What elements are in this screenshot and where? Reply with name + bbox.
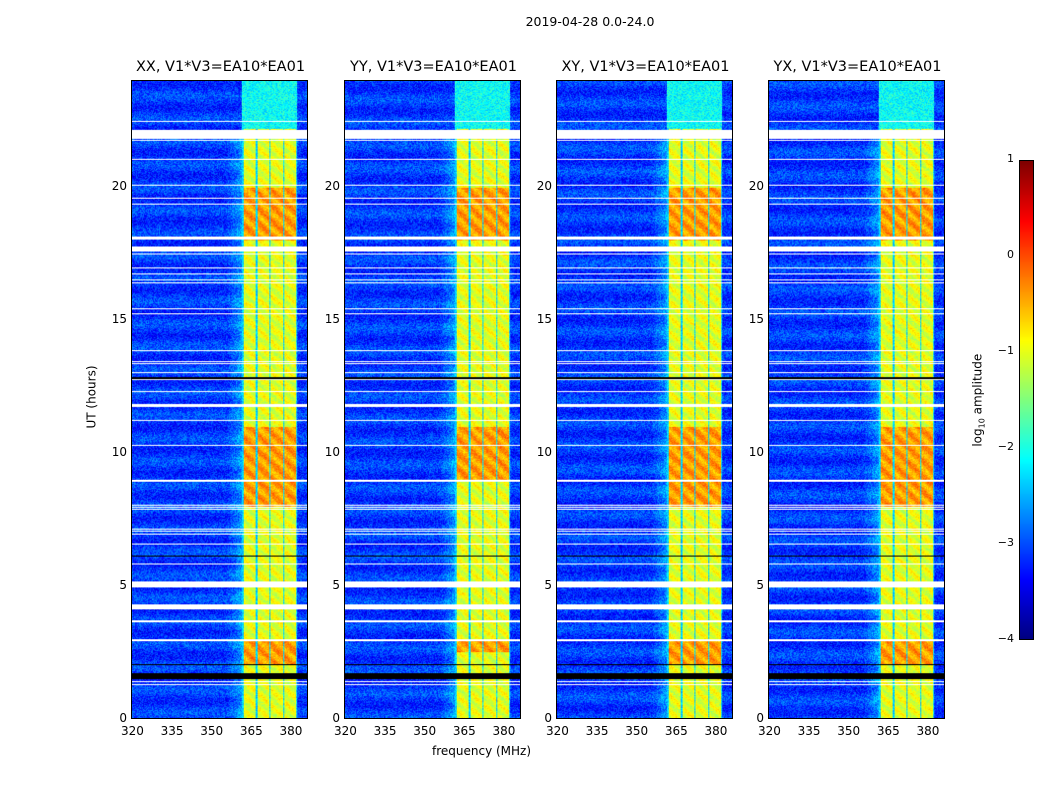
y-tick-label: 15 bbox=[748, 311, 764, 326]
y-tick-label: 0 bbox=[119, 711, 127, 725]
x-tick-label: 350 bbox=[413, 724, 437, 738]
x-tick-label: 365 bbox=[239, 724, 263, 738]
heatmap-image bbox=[557, 81, 732, 718]
panel-title: YY, V1*V3=EA10*EA01 bbox=[350, 59, 517, 75]
colorbar-tick-label: −3 bbox=[997, 536, 1014, 549]
y-tick-label: 20 bbox=[748, 178, 764, 193]
y-tick-label: 10 bbox=[111, 444, 127, 459]
x-tick-label: 320 bbox=[334, 724, 357, 738]
y-tick-label: 10 bbox=[748, 444, 764, 459]
y-tick-label: 20 bbox=[536, 178, 552, 193]
x-tick-label: 350 bbox=[837, 724, 861, 738]
x-tick-label: 365 bbox=[452, 724, 476, 738]
x-tick-label: 380 bbox=[704, 724, 728, 738]
x-tick-label: 335 bbox=[160, 724, 184, 738]
waterfall-panel-2: YY, V1*V3=EA10*EA01 bbox=[344, 59, 521, 719]
y-tick-label: 0 bbox=[544, 711, 552, 725]
y-axis-label: UT (hours) bbox=[84, 365, 99, 429]
y-tick-label: 0 bbox=[332, 711, 340, 725]
x-tick-label: 380 bbox=[916, 724, 940, 738]
x-axis-label: frequency (MHz) bbox=[432, 744, 532, 758]
x-tick-label: 380 bbox=[492, 724, 516, 738]
colorbar-tick-label: 1 bbox=[1007, 152, 1014, 165]
waterfall-panel-1: XX, V1*V3=EA10*EA01 bbox=[131, 59, 308, 719]
x-tick-label: 320 bbox=[121, 724, 144, 738]
y-tick-label: 10 bbox=[536, 444, 552, 459]
colorbar-tick-label: −1 bbox=[997, 344, 1014, 357]
x-tick-label: 335 bbox=[373, 724, 397, 738]
heatmap-image bbox=[132, 81, 307, 718]
y-tick-label: 5 bbox=[119, 577, 127, 592]
x-tick-label: 335 bbox=[797, 724, 821, 738]
panel-title: YX, V1*V3=EA10*EA01 bbox=[773, 59, 942, 75]
x-tick-label: 365 bbox=[664, 724, 688, 738]
x-tick-label: 350 bbox=[625, 724, 649, 738]
y-tick-label: 5 bbox=[544, 577, 552, 592]
y-tick-label: 15 bbox=[536, 311, 552, 326]
y-tick-label: 20 bbox=[324, 178, 340, 193]
y-tick-label: 5 bbox=[332, 577, 340, 592]
panel-title: XY, V1*V3=EA10*EA01 bbox=[561, 59, 730, 75]
y-tick-label: 10 bbox=[324, 444, 340, 459]
y-tick-label: 15 bbox=[324, 311, 340, 326]
colorbar-tick-label: −4 bbox=[997, 632, 1014, 645]
x-tick-label: 365 bbox=[876, 724, 900, 738]
colorbar-tick-label: −2 bbox=[997, 440, 1014, 453]
waterfall-panel-4: YX, V1*V3=EA10*EA01 bbox=[768, 59, 945, 719]
x-tick-label: 335 bbox=[585, 724, 609, 738]
figure-title: 2019-04-28 0.0-24.0 bbox=[525, 14, 655, 29]
x-tick-label: 350 bbox=[200, 724, 224, 738]
heatmap-image bbox=[769, 81, 944, 718]
waterfall-panel-3: XY, V1*V3=EA10*EA01 bbox=[556, 59, 733, 719]
colorbar bbox=[1019, 160, 1034, 640]
x-tick-label: 320 bbox=[758, 724, 781, 738]
y-tick-label: 0 bbox=[756, 711, 764, 725]
x-tick-label: 320 bbox=[546, 724, 569, 738]
y-tick-label: 15 bbox=[111, 311, 127, 326]
x-tick-label: 380 bbox=[279, 724, 303, 738]
colorbar-tick-label: 0 bbox=[1007, 248, 1014, 261]
y-tick-label: 5 bbox=[756, 577, 764, 592]
panel-title: XX, V1*V3=EA10*EA01 bbox=[135, 59, 306, 75]
colorbar-label: log10 amplitude bbox=[970, 353, 987, 447]
heatmap-image bbox=[345, 81, 520, 718]
y-tick-label: 20 bbox=[111, 178, 127, 193]
